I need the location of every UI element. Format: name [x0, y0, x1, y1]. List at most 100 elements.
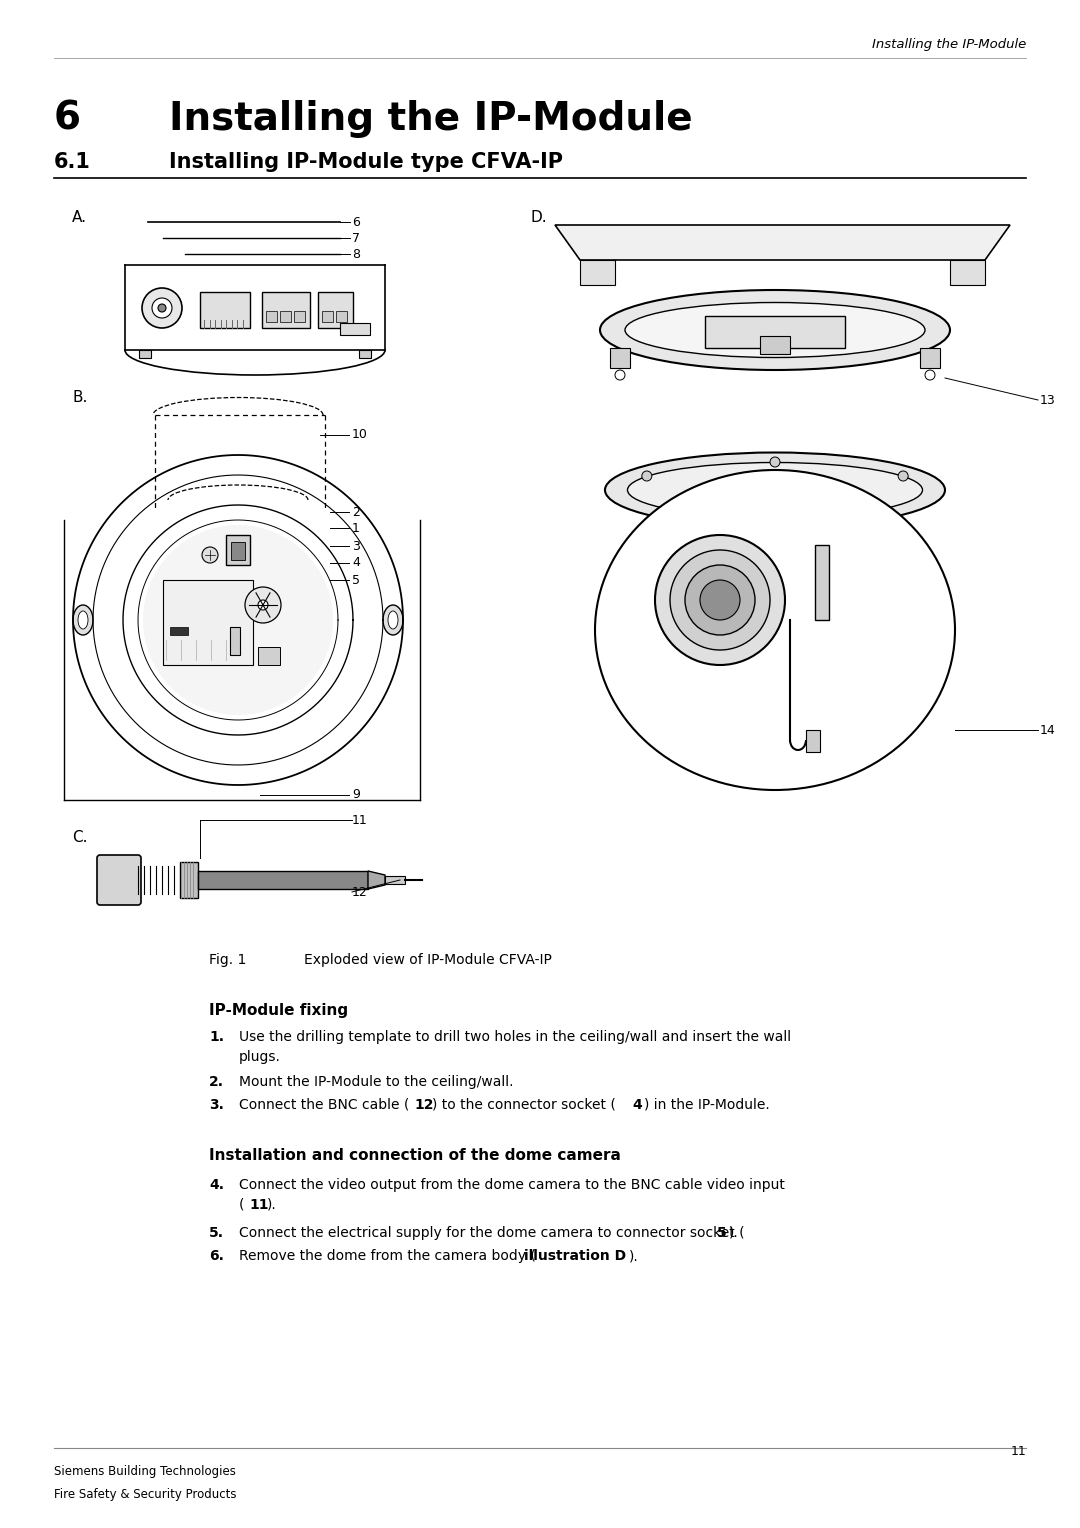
Bar [198, 871, 368, 889]
Bar [139, 350, 151, 358]
Text: 11: 11 [249, 1198, 269, 1212]
Text: Installing the IP-Module: Installing the IP-Module [872, 38, 1026, 50]
Text: 9: 9 [352, 788, 360, 802]
Ellipse shape [388, 611, 399, 630]
Text: (: ( [239, 1198, 244, 1212]
Text: 14: 14 [1040, 723, 1056, 736]
Text: 6: 6 [54, 99, 81, 138]
Text: B.: B. [72, 390, 87, 405]
Bar [705, 316, 845, 348]
Text: Mount the IP-Module to the ceiling/wall.: Mount the IP-Module to the ceiling/wall. [239, 1076, 513, 1089]
Text: Installing the IP-Module: Installing the IP-Module [168, 99, 692, 138]
Text: 8: 8 [352, 248, 360, 260]
Circle shape [642, 471, 652, 481]
Bar [262, 292, 310, 329]
Text: Fire Safety & Security Products: Fire Safety & Security Products [54, 1488, 237, 1500]
Text: 1.: 1. [210, 1030, 224, 1044]
Bar [322, 312, 333, 322]
Ellipse shape [605, 452, 945, 527]
Bar [280, 312, 291, 322]
Text: Connect the BNC cable (: Connect the BNC cable ( [239, 1099, 409, 1112]
Circle shape [158, 304, 166, 312]
Text: D.: D. [530, 209, 546, 225]
Bar [340, 322, 370, 335]
Ellipse shape [627, 463, 922, 518]
Ellipse shape [78, 611, 87, 630]
Bar [231, 542, 245, 559]
Text: 11: 11 [352, 813, 368, 827]
Text: ).: ). [729, 1225, 739, 1241]
Bar [170, 626, 188, 636]
Text: ).: ). [629, 1248, 638, 1264]
Text: 1: 1 [352, 521, 360, 535]
Circle shape [202, 547, 218, 562]
Text: Siemens Building Technologies: Siemens Building Technologies [54, 1465, 235, 1478]
Text: 3: 3 [352, 539, 360, 553]
Bar [815, 545, 829, 620]
Text: 2.: 2. [210, 1076, 224, 1089]
Bar [294, 312, 305, 322]
Bar [760, 336, 789, 354]
Ellipse shape [600, 290, 950, 370]
Text: Installation and connection of the dome camera: Installation and connection of the dome … [210, 1148, 621, 1163]
Text: 12: 12 [352, 886, 368, 898]
Bar [258, 646, 280, 665]
Text: 3.: 3. [210, 1099, 224, 1112]
Circle shape [143, 526, 333, 715]
Ellipse shape [73, 605, 93, 636]
Text: 4.: 4. [210, 1178, 224, 1192]
Ellipse shape [383, 605, 403, 636]
Text: 5: 5 [717, 1225, 727, 1241]
Text: 5: 5 [352, 573, 360, 587]
Text: Installing IP-Module type CFVA-IP: Installing IP-Module type CFVA-IP [168, 151, 563, 173]
Circle shape [899, 471, 908, 481]
Bar [318, 292, 353, 329]
Circle shape [615, 370, 625, 380]
Bar [163, 581, 253, 665]
Text: Fig. 1: Fig. 1 [210, 953, 246, 967]
FancyBboxPatch shape [97, 856, 141, 905]
Bar [180, 862, 198, 898]
Circle shape [245, 587, 281, 623]
Text: plugs.: plugs. [239, 1050, 281, 1063]
Text: ).: ). [267, 1198, 276, 1212]
Text: 4: 4 [632, 1099, 642, 1112]
Text: 11: 11 [1010, 1445, 1026, 1458]
Polygon shape [950, 260, 985, 286]
Text: Connect the video output from the dome camera to the BNC cable video input: Connect the video output from the dome c… [239, 1178, 785, 1192]
Bar [230, 626, 240, 656]
Text: 2: 2 [352, 506, 360, 518]
Bar [806, 730, 820, 752]
Polygon shape [555, 225, 1010, 260]
Circle shape [770, 457, 780, 468]
Text: 7: 7 [352, 232, 360, 244]
Text: IP-Module fixing: IP-Module fixing [210, 1002, 348, 1018]
Text: C.: C. [72, 830, 87, 845]
Bar [226, 535, 249, 565]
Bar [610, 348, 630, 368]
Bar [200, 292, 249, 329]
Text: 6: 6 [352, 215, 360, 229]
Circle shape [152, 298, 172, 318]
Circle shape [924, 370, 935, 380]
Bar [920, 348, 940, 368]
Circle shape [654, 535, 785, 665]
Text: Use the drilling template to drill two holes in the ceiling/wall and insert the : Use the drilling template to drill two h… [239, 1030, 792, 1044]
Text: ) in the IP-Module.: ) in the IP-Module. [644, 1099, 770, 1112]
Ellipse shape [595, 471, 955, 790]
Bar [384, 876, 405, 885]
Circle shape [141, 287, 183, 329]
Text: 6.1: 6.1 [54, 151, 91, 173]
Text: Connect the electrical supply for the dome camera to connector socket (: Connect the electrical supply for the do… [239, 1225, 744, 1241]
Polygon shape [580, 260, 615, 286]
Bar [359, 350, 372, 358]
Text: illustration D: illustration D [524, 1248, 626, 1264]
Polygon shape [368, 871, 384, 889]
Circle shape [670, 550, 770, 649]
Circle shape [700, 581, 740, 620]
Text: Exploded view of IP-Module CFVA-IP: Exploded view of IP-Module CFVA-IP [303, 953, 552, 967]
Bar [336, 312, 347, 322]
Text: ) to the connector socket (: ) to the connector socket ( [432, 1099, 616, 1112]
Text: 4: 4 [352, 556, 360, 570]
Text: 10: 10 [352, 428, 368, 442]
